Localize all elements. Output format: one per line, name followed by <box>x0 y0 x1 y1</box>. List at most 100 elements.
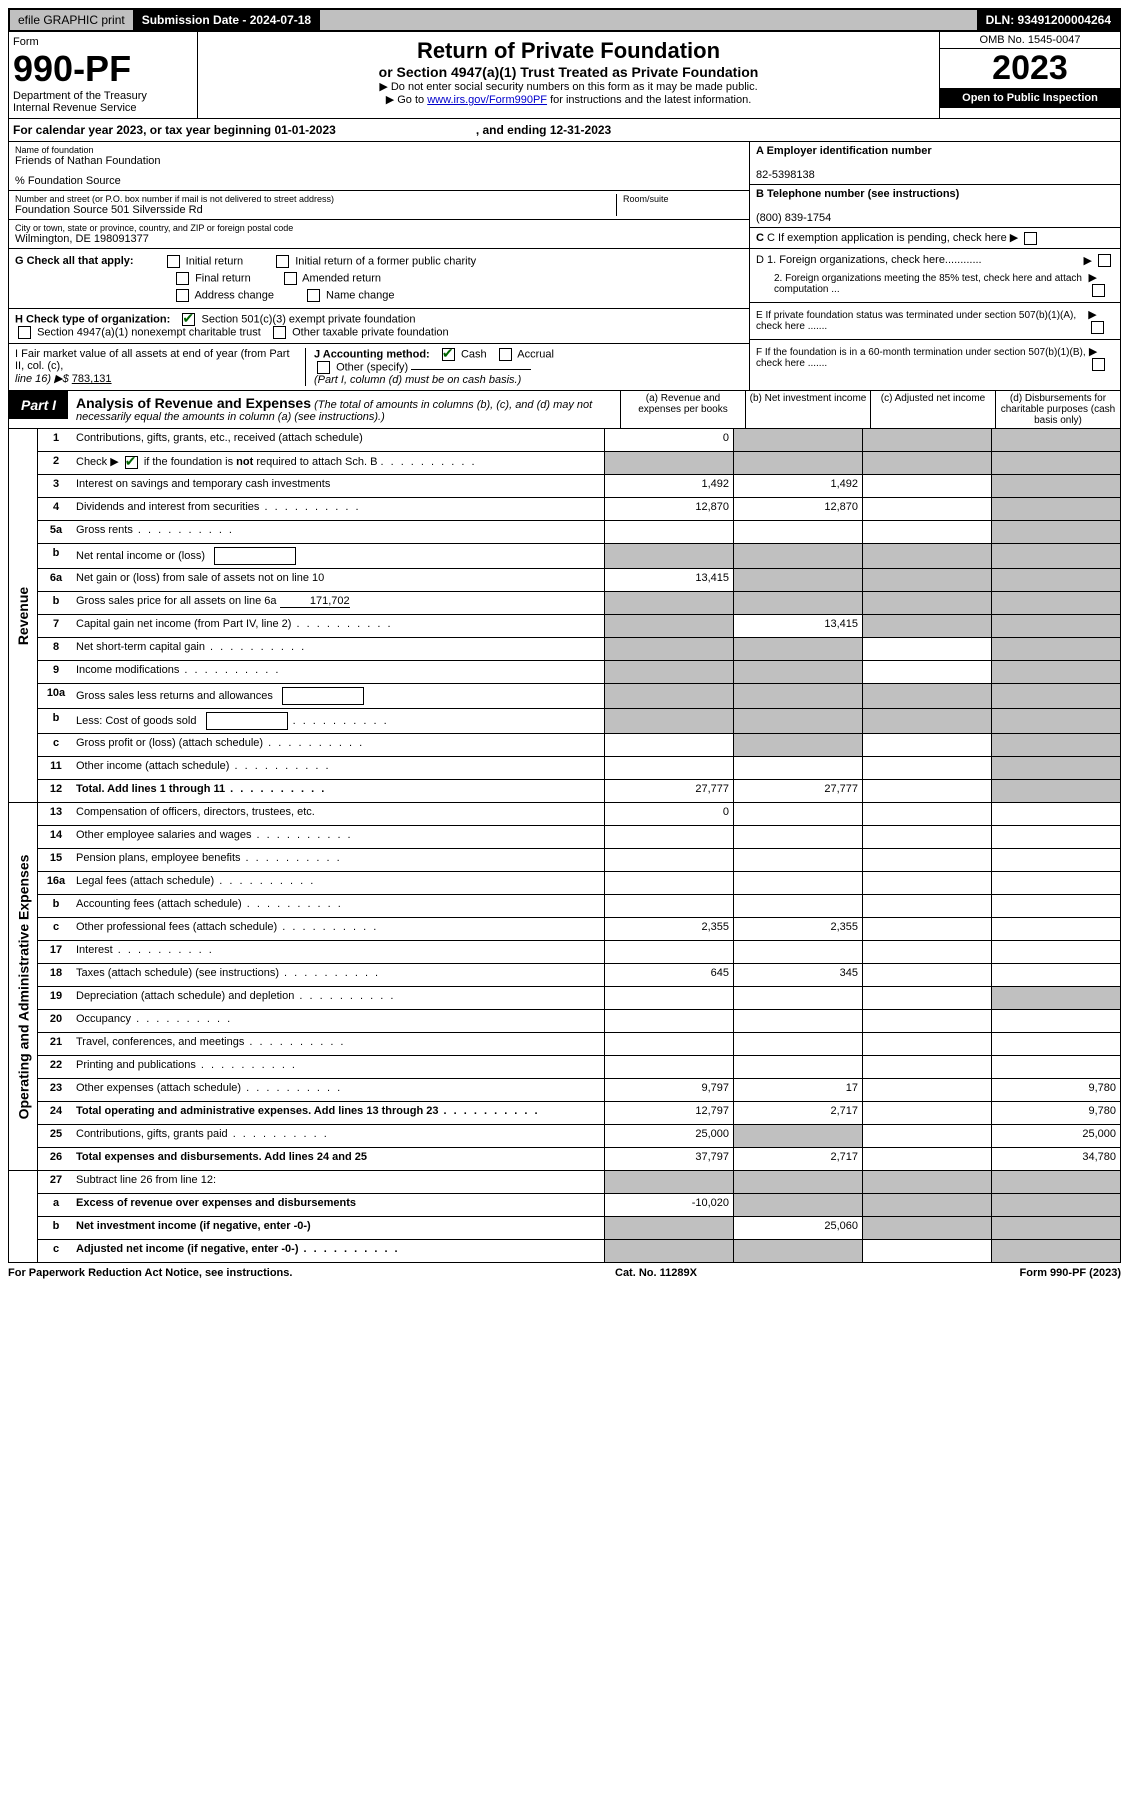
g-opt-0: Initial return <box>186 255 243 267</box>
dept-2: Internal Revenue Service <box>13 102 193 114</box>
row-12: 12Total. Add lines 1 through 1127,77727,… <box>38 780 1120 802</box>
chk-name-change[interactable] <box>307 289 320 302</box>
cal-text-1: For calendar year 2023, or tax year begi… <box>13 123 336 137</box>
chk-address-change[interactable] <box>176 289 189 302</box>
row-16a: 16aLegal fees (attach schedule) <box>38 872 1120 895</box>
row-8: 8Net short-term capital gain <box>38 638 1120 661</box>
chk-other-taxable[interactable] <box>273 326 286 339</box>
g-label: G Check all that apply: <box>15 255 134 267</box>
d-cell: D 1. Foreign organizations, check here..… <box>750 249 1120 304</box>
city-value: Wilmington, DE 198091377 <box>15 233 743 245</box>
tax-year: 2023 <box>940 49 1120 88</box>
row-11: 11Other income (attach schedule) <box>38 757 1120 780</box>
name-label: Name of foundation <box>15 145 743 155</box>
row-27b: bNet investment income (if negative, ent… <box>38 1217 1120 1240</box>
section-g: G Check all that apply: Initial return I… <box>9 249 749 309</box>
revenue-rows: 1Contributions, gifts, grants, etc., rec… <box>38 429 1120 802</box>
header-center: Return of Private Foundation or Section … <box>198 32 939 118</box>
row-21: 21Travel, conferences, and meetings <box>38 1033 1120 1056</box>
h-opt-3: Other taxable private foundation <box>292 326 449 338</box>
line27-table: 27Subtract line 26 from line 12: aExcess… <box>8 1171 1121 1263</box>
chk-d2[interactable] <box>1092 284 1105 297</box>
j-other: Other (specify) <box>336 361 408 373</box>
inline-10b <box>206 712 288 730</box>
row-19: 19Depreciation (attach schedule) and dep… <box>38 987 1120 1010</box>
chk-initial-former[interactable] <box>276 255 289 268</box>
footer-right: Form 990-PF (2023) <box>1020 1267 1121 1279</box>
revenue-table: Revenue 1Contributions, gifts, grants, e… <box>8 429 1121 803</box>
row-2: 2Check ▶ if the foundation is not requir… <box>38 452 1120 475</box>
chk-4947[interactable] <box>18 326 31 339</box>
row-15: 15Pension plans, employee benefits <box>38 849 1120 872</box>
row-20: 20Occupancy <box>38 1010 1120 1033</box>
chk-501c3[interactable] <box>182 313 195 326</box>
chk-initial-return[interactable] <box>167 255 180 268</box>
row-16b: bAccounting fees (attach schedule) <box>38 895 1120 918</box>
e-label: E If private foundation status was termi… <box>756 310 1088 332</box>
chk-d1[interactable] <box>1098 254 1111 267</box>
h-opt-2: Section 4947(a)(1) nonexempt charitable … <box>37 326 261 338</box>
submission-date: Submission Date - 2024-07-18 <box>134 10 320 30</box>
part1-title: Analysis of Revenue and Expenses <box>76 395 311 411</box>
chk-schb[interactable] <box>125 456 138 469</box>
row-10a: 10aGross sales less returns and allowanc… <box>38 684 1120 709</box>
d2-label: 2. Foreign organizations meeting the 85%… <box>756 273 1089 295</box>
j-cash: Cash <box>461 348 487 360</box>
g-opt-2: Final return <box>195 272 251 284</box>
instr-link[interactable]: www.irs.gov/Form990PF <box>427 94 547 106</box>
open-public: Open to Public Inspection <box>940 88 1120 108</box>
j-accrual: Accrual <box>517 348 554 360</box>
part1-header: Part I Analysis of Revenue and Expenses … <box>8 391 1121 429</box>
row-9: 9Income modifications <box>38 661 1120 684</box>
row-5b: bNet rental income or (loss) <box>38 544 1120 569</box>
inline-5b <box>214 547 296 565</box>
form-number: 990-PF <box>13 48 193 90</box>
row-10c: cGross profit or (loss) (attach schedule… <box>38 734 1120 757</box>
name-cell: Name of foundation Friends of Nathan Fou… <box>9 142 749 191</box>
chk-other-method[interactable] <box>317 361 330 374</box>
chk-e[interactable] <box>1091 321 1104 334</box>
col-d-head: (d) Disbursements for charitable purpose… <box>995 391 1120 428</box>
inline-10a <box>282 687 364 705</box>
row-1: 1Contributions, gifts, grants, etc., rec… <box>38 429 1120 452</box>
expenses-text: Operating and Administrative Expenses <box>15 854 31 1119</box>
row-13: 13Compensation of officers, directors, t… <box>38 803 1120 826</box>
pct-src: % Foundation Source <box>15 175 743 187</box>
chk-cash[interactable] <box>442 348 455 361</box>
row-16c: cOther professional fees (attach schedul… <box>38 918 1120 941</box>
ein-cell: A Employer identification number 82-5398… <box>750 142 1120 185</box>
dln-label: DLN: 93491200004264 <box>978 10 1119 30</box>
addr-label: Number and street (or P.O. box number if… <box>15 194 616 204</box>
phone-cell: B Telephone number (see instructions) (8… <box>750 185 1120 228</box>
chk-f[interactable] <box>1092 358 1105 371</box>
chk-c[interactable] <box>1024 232 1037 245</box>
addr-cell: Number and street (or P.O. box number if… <box>9 191 749 220</box>
revenue-text: Revenue <box>15 586 31 644</box>
row-24: 24Total operating and administrative exp… <box>38 1102 1120 1125</box>
info-right: A Employer identification number 82-5398… <box>749 142 1120 390</box>
h-opt-1: Section 501(c)(3) exempt private foundat… <box>201 313 415 325</box>
header-left: Form 990-PF Department of the Treasury I… <box>9 32 198 118</box>
chk-accrual[interactable] <box>499 348 512 361</box>
instr-2a: ▶ Go to <box>386 94 427 106</box>
inline-6b: 171,702 <box>280 595 350 608</box>
row-18: 18Taxes (attach schedule) (see instructi… <box>38 964 1120 987</box>
col-a-head: (a) Revenue and expenses per books <box>620 391 745 428</box>
a-value: 82-5398138 <box>756 169 815 181</box>
a-label: A Employer identification number <box>756 145 932 157</box>
form-word: Form <box>13 36 193 48</box>
expenses-side-label: Operating and Administrative Expenses <box>9 803 38 1170</box>
part1-label: Part I <box>9 391 68 419</box>
info-left: Name of foundation Friends of Nathan Fou… <box>9 142 749 390</box>
row-6a: 6aNet gain or (loss) from sale of assets… <box>38 569 1120 592</box>
revenue-side-label: Revenue <box>9 429 38 802</box>
omb-number: OMB No. 1545-0047 <box>940 32 1120 49</box>
chk-amended-return[interactable] <box>284 272 297 285</box>
b-label: B Telephone number (see instructions) <box>756 188 959 200</box>
chk-final-return[interactable] <box>176 272 189 285</box>
footer-row: For Paperwork Reduction Act Notice, see … <box>8 1263 1121 1279</box>
cal-text-2: , and ending 12-31-2023 <box>476 123 611 137</box>
footer-left: For Paperwork Reduction Act Notice, see … <box>8 1267 292 1279</box>
line27-rows: 27Subtract line 26 from line 12: aExcess… <box>38 1171 1120 1262</box>
section-h: H Check type of organization: Section 50… <box>9 309 749 344</box>
